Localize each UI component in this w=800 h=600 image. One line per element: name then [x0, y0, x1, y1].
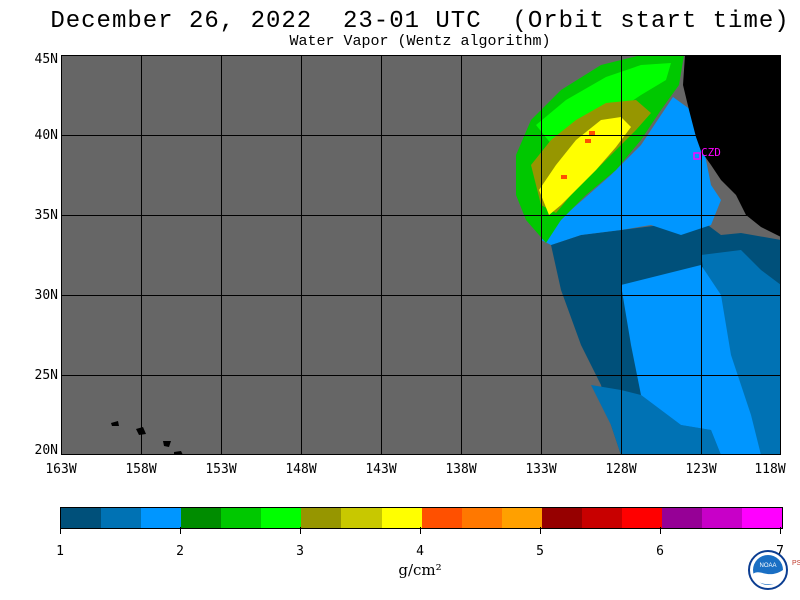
lon-label-163w: 163W — [45, 462, 77, 477]
colorbar-tick — [540, 527, 541, 534]
lon-label-118w: 118W — [754, 462, 786, 477]
vapor-peak-3 — [561, 175, 567, 179]
ocean-blue-patch — [591, 385, 721, 455]
colorbar-swatch — [141, 508, 182, 528]
colorbar-swatch — [261, 508, 302, 528]
colorbar-swatch — [341, 508, 382, 528]
colorbar-label-1: 1 — [56, 544, 64, 559]
colorbar-swatch — [421, 508, 462, 528]
map-subtitle: Water Vapor (Wentz algorithm) — [289, 33, 551, 50]
land-hawaii-1 — [111, 421, 119, 426]
vapor-yellow-core — [539, 117, 631, 215]
lat-label-30n: 30N — [34, 288, 58, 303]
lon-label-143w: 143W — [365, 462, 397, 477]
colorbar-label-3: 3 — [296, 544, 304, 559]
colorbar-swatch — [501, 508, 542, 528]
map-title: December 26, 2022 23-01 UTC (Orbit start… — [50, 8, 790, 35]
vapor-peak-1 — [589, 131, 595, 135]
colorbar-tick — [300, 527, 301, 534]
colorbar-tick — [780, 527, 781, 534]
colorbar-label-2: 2 — [176, 544, 184, 559]
land-california-coast — [683, 55, 781, 237]
psl-logo-text: PSL — [792, 560, 800, 567]
colorbar-swatch — [101, 508, 142, 528]
colorbar-swatch — [301, 508, 342, 528]
colorbar-swatch — [621, 508, 662, 528]
colorbar-swatch — [461, 508, 502, 528]
colorbar — [60, 507, 783, 529]
colorbar-ticks — [60, 527, 781, 535]
colorbar-tick — [420, 527, 421, 534]
colorbar-swatch — [581, 508, 622, 528]
station-label: CZD — [701, 146, 721, 159]
colorbar-swatch — [181, 508, 222, 528]
colorbar-tick — [660, 527, 661, 534]
lon-label-123w: 123W — [685, 462, 717, 477]
lat-label-45n: 45N — [34, 52, 58, 67]
lon-label-128w: 128W — [605, 462, 637, 477]
colorbar-swatch — [702, 508, 743, 528]
lat-label-20n: 20N — [34, 443, 58, 458]
colorbar-swatch — [541, 508, 582, 528]
noaa-logo: NOAA — [748, 550, 788, 590]
colorbar-swatch — [61, 508, 102, 528]
colorbar-label-7: 7 — [776, 544, 784, 559]
colorbar-swatch — [742, 508, 783, 528]
lon-label-148w: 148W — [285, 462, 317, 477]
colorbar-unit: g/cm² — [398, 561, 442, 579]
graticule — [61, 55, 781, 455]
colorbar-label-4: 4 — [416, 544, 424, 559]
colorbar-tick — [180, 527, 181, 534]
colorbar-tick — [60, 527, 61, 534]
lon-label-153w: 153W — [205, 462, 237, 477]
colorbar-swatch — [221, 508, 262, 528]
land-hawaii-3 — [163, 441, 171, 447]
colorbar-label-6: 6 — [656, 544, 664, 559]
lat-label-35n: 35N — [34, 208, 58, 223]
lon-label-158w: 158W — [125, 462, 157, 477]
lon-label-138w: 138W — [445, 462, 477, 477]
lat-label-25n: 25N — [34, 368, 58, 383]
water-vapor-map: CZD — [61, 55, 781, 455]
station-marker — [693, 152, 701, 160]
vapor-peak-2 — [585, 139, 591, 143]
colorbar-swatch — [661, 508, 702, 528]
lon-label-133w: 133W — [525, 462, 557, 477]
ocean-light-blue-region — [541, 97, 721, 245]
ocean-light-blue-south — [621, 265, 761, 455]
noaa-logo-text: NOAA — [759, 563, 776, 569]
colorbar-swatch — [381, 508, 422, 528]
lat-label-40n: 40N — [34, 128, 58, 143]
colorbar-label-5: 5 — [536, 544, 544, 559]
